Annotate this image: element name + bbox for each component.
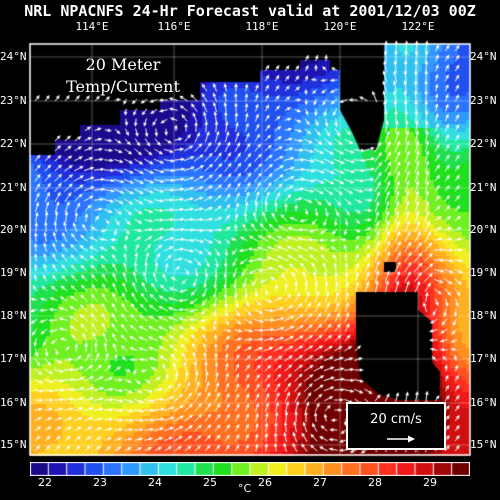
lat-label-right-15: 15°N: [470, 438, 497, 451]
vector-scale-label: 20 cm/s: [370, 412, 422, 427]
lat-label-left-22: 22°N: [0, 137, 27, 150]
colorbar-tick-28: 28: [368, 476, 382, 489]
map-title: NRL NPACNFS 24-Hr Forecast valid at 2001…: [24, 2, 476, 20]
lat-label-left-24: 24°N: [0, 50, 27, 63]
lat-label-left-17: 17°N: [0, 352, 27, 365]
lat-label-left-18: 18°N: [0, 309, 27, 322]
product-label-line2: Temp/Current: [66, 77, 180, 96]
vector-scale-arrow-icon: [387, 435, 415, 443]
vector-scale-legend: 20 cm/s: [346, 402, 446, 450]
lat-label-left-16: 16°N: [0, 396, 27, 409]
lat-label-right-19: 19°N: [470, 266, 497, 279]
lat-label-right-16: 16°N: [470, 396, 497, 409]
lat-label-left-21: 21°N: [0, 181, 27, 194]
lon-label-114: 114°E: [75, 20, 109, 33]
lat-label-right-22: 22°N: [470, 137, 497, 150]
lat-label-right-24: 24°N: [470, 50, 497, 63]
lat-label-left-15: 15°N: [0, 438, 27, 451]
lon-label-118: 118°E: [245, 20, 279, 33]
colorbar-tick-25: 25: [203, 476, 217, 489]
colorbar-tick-23: 23: [93, 476, 107, 489]
lon-label-116: 116°E: [157, 20, 191, 33]
lat-label-right-17: 17°N: [470, 352, 497, 365]
temperature-colorbar: [30, 462, 470, 476]
product-label-line1: 20 Meter: [85, 55, 161, 74]
colorbar-tick-27: 27: [313, 476, 327, 489]
lat-label-left-19: 19°N: [0, 266, 27, 279]
lat-label-right-23: 23°N: [470, 94, 497, 107]
lon-label-122: 122°E: [401, 20, 435, 33]
lat-label-right-18: 18°N: [470, 309, 497, 322]
colorbar-tick-26: 26: [258, 476, 272, 489]
lat-label-left-20: 20°N: [0, 223, 27, 236]
lon-label-120: 120°E: [323, 20, 357, 33]
lat-label-right-21: 21°N: [470, 181, 497, 194]
lat-label-right-20: 20°N: [470, 223, 497, 236]
colorbar-tick-24: 24: [148, 476, 162, 489]
lat-label-left-23: 23°N: [0, 94, 27, 107]
colorbar-tick-22: 22: [38, 476, 52, 489]
colorbar-tick-29: 29: [423, 476, 437, 489]
colorbar-unit: °C: [238, 482, 252, 495]
product-label: 20 Meter Temp/Current: [48, 54, 198, 98]
